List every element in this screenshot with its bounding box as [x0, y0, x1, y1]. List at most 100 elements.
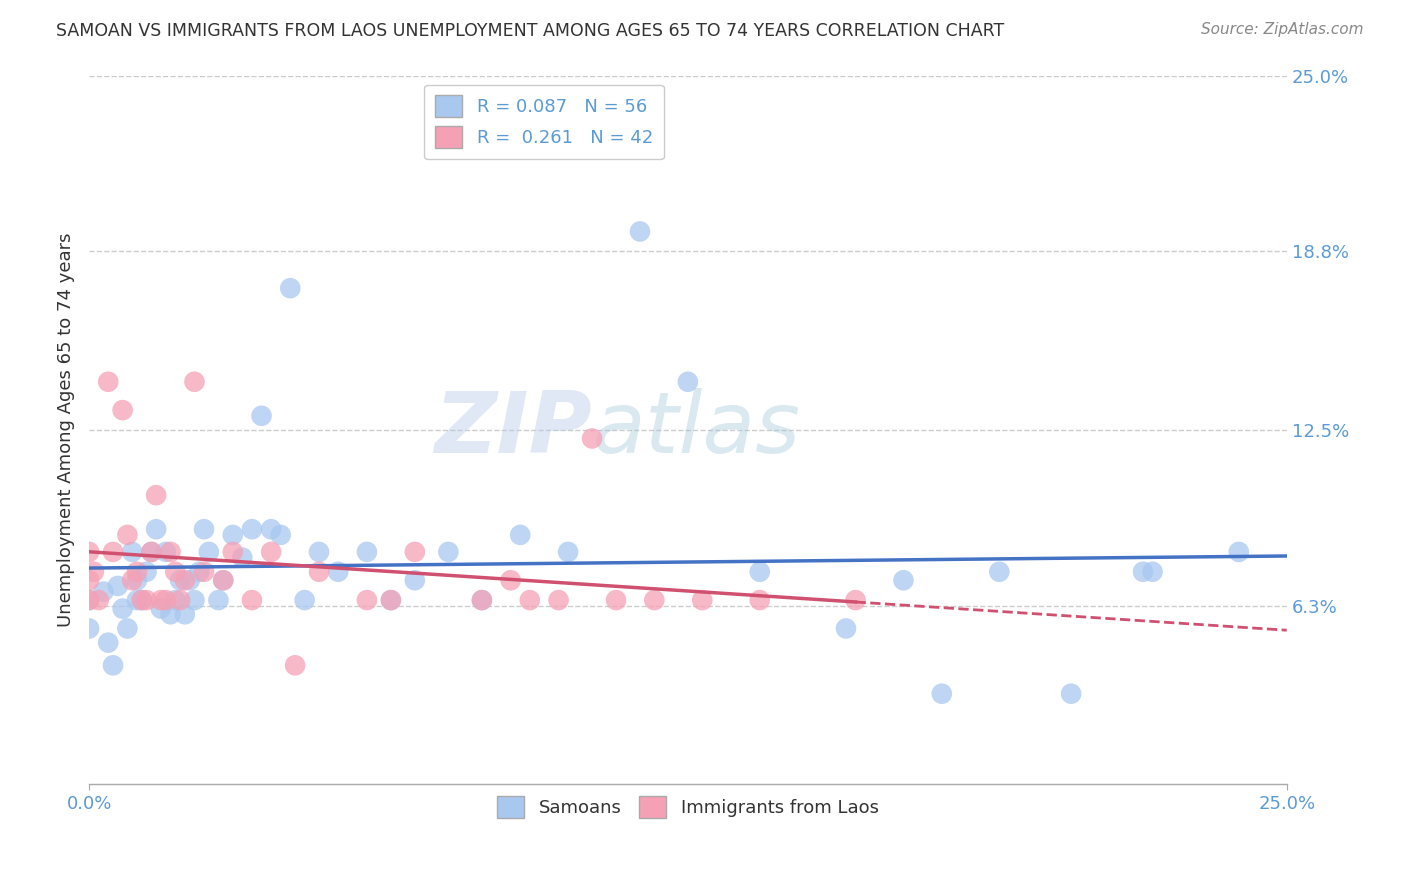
Point: [222, 528, 245, 542]
Point: [131, 593, 153, 607]
Point: [107, 579, 129, 593]
Point: [212, 574, 235, 588]
Point: [557, 545, 579, 559]
Point: [1227, 545, 1250, 559]
Point: [149, 593, 172, 607]
Point: [260, 545, 283, 559]
Point: [93, 584, 115, 599]
Point: [404, 545, 426, 559]
Point: [284, 658, 307, 673]
Point: [121, 574, 143, 588]
Point: [308, 545, 330, 559]
Point: [101, 545, 124, 559]
Point: [748, 565, 770, 579]
Point: [1142, 565, 1164, 579]
Point: [125, 593, 148, 607]
Point: [581, 432, 603, 446]
Point: [240, 593, 263, 607]
Point: [308, 565, 330, 579]
Legend: Samoans, Immigrants from Laos: Samoans, Immigrants from Laos: [489, 789, 886, 825]
Point: [155, 593, 177, 607]
Point: [145, 522, 167, 536]
Point: [111, 403, 134, 417]
Point: [117, 622, 139, 636]
Point: [605, 593, 627, 607]
Point: [97, 375, 120, 389]
Point: [169, 574, 191, 588]
Point: [988, 565, 1011, 579]
Point: [77, 574, 100, 588]
Point: [676, 375, 699, 389]
Point: [690, 593, 713, 607]
Point: [101, 658, 124, 673]
Point: [149, 601, 172, 615]
Point: [509, 528, 531, 542]
Point: [179, 574, 201, 588]
Point: [547, 593, 569, 607]
Point: [240, 522, 263, 536]
Point: [471, 593, 494, 607]
Point: [380, 593, 402, 607]
Point: [141, 545, 163, 559]
Point: [77, 593, 100, 607]
Point: [87, 593, 110, 607]
Point: [845, 593, 868, 607]
Text: SAMOAN VS IMMIGRANTS FROM LAOS UNEMPLOYMENT AMONG AGES 65 TO 74 YEARS CORRELATIO: SAMOAN VS IMMIGRANTS FROM LAOS UNEMPLOYM…: [56, 22, 1004, 40]
Point: [83, 565, 105, 579]
Point: [198, 545, 221, 559]
Point: [294, 593, 316, 607]
Point: [121, 545, 143, 559]
Point: [519, 593, 541, 607]
Point: [643, 593, 665, 607]
Point: [1132, 565, 1154, 579]
Y-axis label: Unemployment Among Ages 65 to 74 years: Unemployment Among Ages 65 to 74 years: [58, 233, 75, 627]
Point: [931, 687, 953, 701]
Point: [193, 522, 215, 536]
Point: [260, 522, 283, 536]
Point: [135, 565, 157, 579]
Point: [155, 545, 177, 559]
Point: [135, 593, 157, 607]
Point: [111, 601, 134, 615]
Point: [77, 593, 100, 607]
Text: ZIP: ZIP: [434, 389, 592, 472]
Point: [270, 528, 292, 542]
Point: [77, 622, 100, 636]
Point: [499, 574, 522, 588]
Point: [165, 565, 187, 579]
Point: [173, 607, 195, 622]
Point: [628, 225, 651, 239]
Point: [125, 574, 148, 588]
Point: [183, 375, 205, 389]
Point: [207, 593, 229, 607]
Point: [159, 545, 181, 559]
Point: [250, 409, 273, 423]
Point: [404, 574, 426, 588]
Point: [77, 545, 100, 559]
Point: [97, 635, 120, 649]
Point: [380, 593, 402, 607]
Point: [278, 281, 301, 295]
Point: [356, 545, 378, 559]
Point: [222, 545, 245, 559]
Point: [159, 607, 181, 622]
Point: [231, 550, 253, 565]
Point: [145, 488, 167, 502]
Point: [893, 574, 915, 588]
Point: [131, 593, 153, 607]
Point: [141, 545, 163, 559]
Point: [173, 574, 195, 588]
Point: [117, 528, 139, 542]
Point: [169, 593, 191, 607]
Point: [437, 545, 460, 559]
Point: [183, 593, 205, 607]
Point: [471, 593, 494, 607]
Point: [835, 622, 858, 636]
Point: [748, 593, 770, 607]
Point: [356, 593, 378, 607]
Point: [188, 565, 211, 579]
Point: [1060, 687, 1083, 701]
Point: [212, 574, 235, 588]
Point: [328, 565, 350, 579]
Point: [125, 565, 148, 579]
